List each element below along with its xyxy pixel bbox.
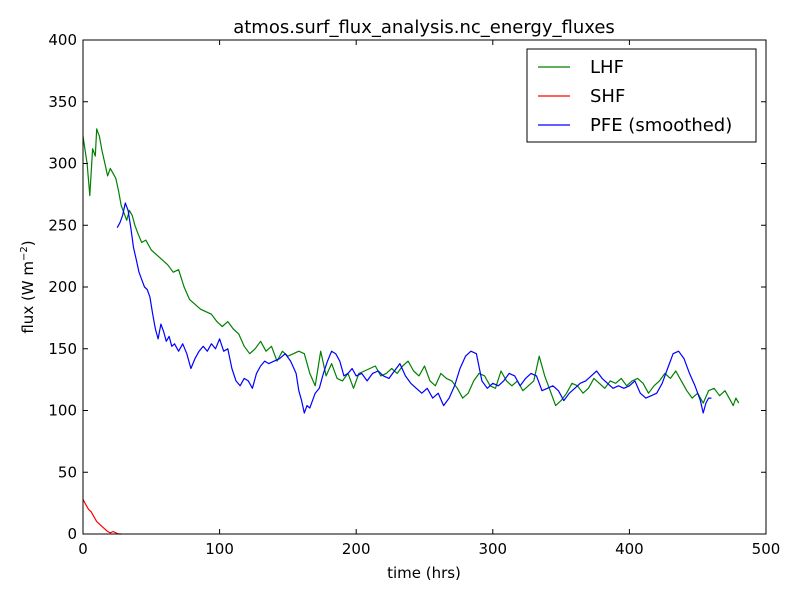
legend-label-pfe-smoothed: PFE (smoothed) <box>590 115 732 136</box>
plot-frame <box>82 39 767 535</box>
y-tick-label: 50 <box>58 463 77 481</box>
y-axis-label-superscript: −2 <box>19 246 30 261</box>
x-tick-label: 100 <box>205 540 234 558</box>
y-axis-label-close: ) <box>19 240 37 246</box>
y-tick-label: 100 <box>48 402 77 420</box>
x-tick-label: 300 <box>478 540 507 558</box>
y-tick-label: 200 <box>48 278 77 296</box>
y-tick-label: 250 <box>48 216 77 234</box>
y-axis-label: flux (W m−2) <box>19 240 37 333</box>
legend: LHF SHF PFE (smoothed) <box>526 48 757 143</box>
y-tick-label: 400 <box>48 31 77 49</box>
legend-label-shf: SHF <box>590 86 625 107</box>
y-tick-label: 0 <box>67 525 77 543</box>
y-tick-label: 300 <box>48 155 77 173</box>
x-tick-label: 400 <box>615 540 644 558</box>
ticks-layer: 0 100 200 300 400 500 0 50 100 150 200 250 300 350 400 <box>48 31 780 558</box>
x-tick-label: 500 <box>752 540 781 558</box>
x-tick-label: 0 <box>78 540 88 558</box>
series-layer <box>82 128 740 535</box>
chart-title: atmos.surf_flux_analysis.nc_energy_fluxe… <box>233 17 615 38</box>
legend-label-lhf: LHF <box>590 57 624 78</box>
series-line-pfe-smoothed <box>116 202 712 414</box>
y-axis-label-main: flux (W m <box>19 261 37 334</box>
x-tick-label: 200 <box>342 540 371 558</box>
series-line-shf <box>82 499 122 535</box>
y-tick-label: 350 <box>48 93 77 111</box>
series-line-lhf <box>82 128 740 407</box>
y-tick-label: 150 <box>48 340 77 358</box>
x-axis-label: time (hrs) <box>387 564 461 582</box>
